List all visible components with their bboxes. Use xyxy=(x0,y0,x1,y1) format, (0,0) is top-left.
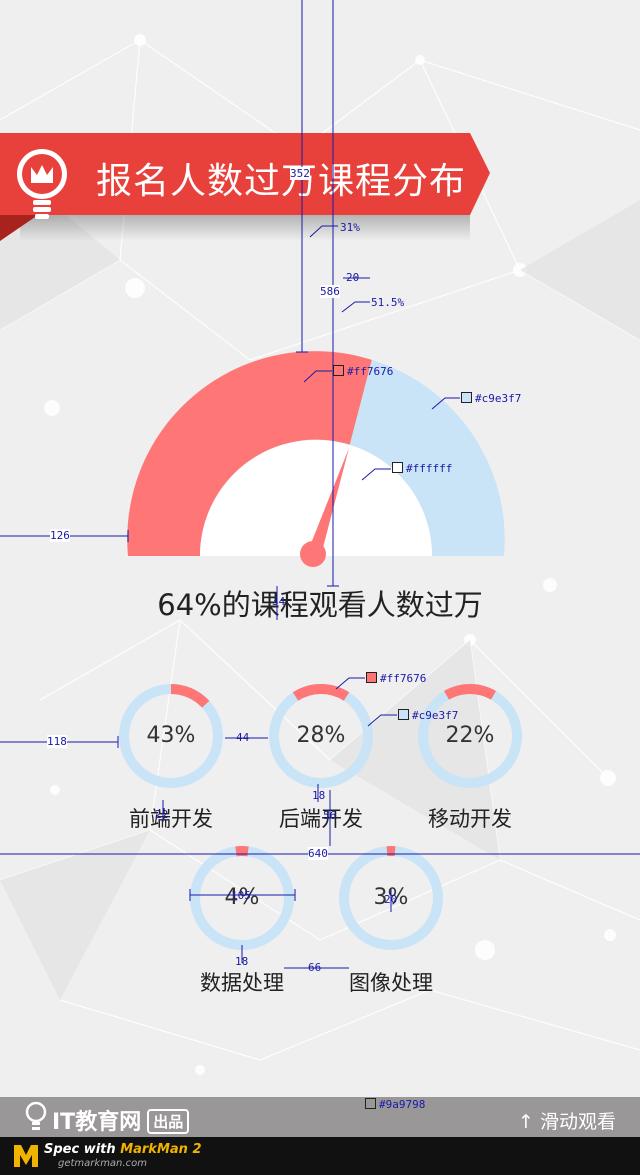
dimension-118: 118 xyxy=(47,735,67,748)
footer-brand: IT教育网 出品 xyxy=(52,1104,190,1136)
dimension-20b: 20 xyxy=(384,893,398,906)
donut-mobile-label: 移动开发 xyxy=(428,807,512,831)
donut-image-label: 图像处理 xyxy=(349,971,433,995)
spec-title: Spec with MarkMan 2 xyxy=(44,1142,202,1157)
donut-backend xyxy=(269,683,373,788)
donut-frontend xyxy=(119,684,223,788)
color-donut-remaining-label: #c9e3f7 xyxy=(398,709,458,722)
footer-lightbulb-icon xyxy=(25,1101,47,1130)
dimension-126: 126 xyxy=(50,529,70,542)
dimension-640: 640 xyxy=(308,847,328,860)
donut-data-percent: 4% xyxy=(224,885,260,910)
course-donuts xyxy=(119,683,522,950)
gauge-center xyxy=(200,440,432,556)
markman-logo-icon xyxy=(14,1145,38,1167)
main-gauge xyxy=(127,351,505,567)
color-filled-label: #ff7676 xyxy=(333,365,393,378)
dimension-18a: 18 xyxy=(312,789,326,802)
dimension-34: 34 xyxy=(272,595,286,608)
dimension-586: 586 xyxy=(320,285,340,298)
dimension-352: 352 xyxy=(290,167,310,180)
dimension-105: 105 xyxy=(231,889,251,902)
color-center-label: #ffffff xyxy=(392,462,452,475)
header-banner xyxy=(0,133,490,241)
spec-title-a: Spec with xyxy=(44,1142,121,1157)
percent-31: 31% xyxy=(340,221,360,234)
scroll-hint[interactable]: ↑ 滑动观看 xyxy=(518,1107,616,1134)
donut-mobile xyxy=(418,684,522,788)
donut-frontend-label: 前端开发 xyxy=(129,807,213,831)
dimension-22: 22 xyxy=(155,808,169,821)
lightbulb-icon xyxy=(17,149,67,219)
spec-bar xyxy=(0,1137,640,1175)
dimension-66: 66 xyxy=(308,961,322,974)
color-donut-filled-label: #ff7676 xyxy=(366,672,426,685)
gauge-needle xyxy=(308,448,349,559)
color-footer-label: #9a9798 xyxy=(365,1098,425,1111)
arrow-up-icon: ↑ xyxy=(518,1111,540,1133)
donut-backend-label: 后端开发 xyxy=(279,807,363,831)
footer-bar xyxy=(0,1097,640,1137)
gauge-remaining-arc xyxy=(349,359,505,556)
dimension-18b: 18 xyxy=(235,955,249,968)
donut-mobile-percent: 22% xyxy=(445,723,495,748)
dimension-44: 44 xyxy=(236,731,250,744)
dimension-56: 56 xyxy=(323,809,337,822)
spec-url: getmarkman.com xyxy=(58,1158,147,1169)
color-remaining-label: #c9e3f7 xyxy=(461,392,521,405)
page-title: 报名人数过万课程分布 xyxy=(96,161,467,202)
gauge-filled-arc xyxy=(127,351,372,556)
footer-brand-tag: 出品 xyxy=(147,1109,190,1134)
footer-brand-name: IT教育网 xyxy=(52,1110,142,1135)
scroll-hint-label: 滑动观看 xyxy=(539,1111,616,1133)
donut-backend-percent: 28% xyxy=(296,723,346,748)
percent-51-5: 51.5% xyxy=(371,296,405,309)
dimension-20: 20 xyxy=(346,271,360,284)
donut-data-label: 数据处理 xyxy=(200,971,284,995)
donut-image xyxy=(339,846,443,950)
gauge-needle-hub xyxy=(300,541,326,567)
donut-frontend-percent: 43% xyxy=(146,723,196,748)
gauge-caption: 64%的课程观看人数过万 xyxy=(157,588,483,622)
spec-title-b: MarkMan 2 xyxy=(120,1142,202,1157)
